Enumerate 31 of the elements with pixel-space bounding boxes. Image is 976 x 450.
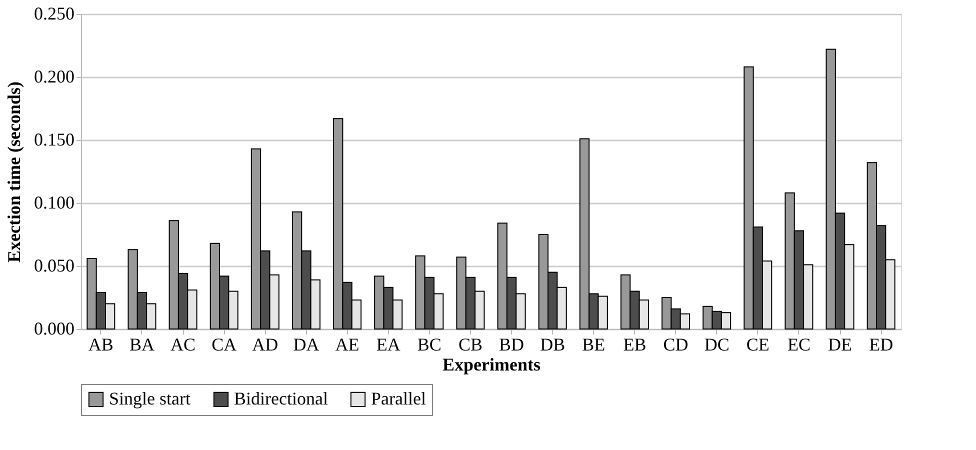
x-tick-label: BC: [417, 334, 442, 354]
legend-label: Parallel: [371, 388, 426, 408]
x-tick-label: CD: [663, 334, 688, 354]
x-tick-label: AE: [335, 334, 360, 354]
x-tick-label: BE: [582, 334, 606, 354]
x-tick-label: EC: [787, 334, 810, 354]
x-tick-label: CE: [746, 334, 770, 354]
x-tick-label: CA: [212, 334, 237, 354]
x-tick-label: BA: [129, 334, 154, 354]
x-tick-label: DC: [704, 334, 730, 354]
y-tick-label: 0.100: [34, 192, 74, 212]
x-axis-title: Experiments: [442, 354, 540, 374]
x-tick-label: AB: [88, 334, 114, 354]
y-tick-label: 0.150: [34, 130, 74, 150]
y-tick-label: 0.050: [34, 256, 74, 276]
y-tick-label: 0.000: [34, 318, 74, 338]
x-tick-label: CB: [458, 334, 482, 354]
x-tick-label: ED: [869, 334, 894, 354]
legend-label: Single start: [109, 388, 190, 408]
x-tick-label: EB: [623, 334, 646, 354]
y-tick-label: 0.250: [34, 4, 74, 24]
x-tick-label: DA: [293, 334, 320, 354]
x-tick-label: AC: [170, 334, 196, 354]
x-tick-label: BD: [499, 334, 524, 354]
legend-label: Bidirectional: [234, 388, 328, 408]
x-tick-label: DE: [828, 334, 852, 354]
x-tick-label: AD: [252, 334, 278, 354]
x-tick-label: EA: [376, 334, 400, 354]
y-tick-label: 0.200: [34, 66, 74, 86]
x-tick-label: DB: [540, 334, 566, 354]
y-axis-title: Exection time (seconds): [4, 82, 24, 262]
